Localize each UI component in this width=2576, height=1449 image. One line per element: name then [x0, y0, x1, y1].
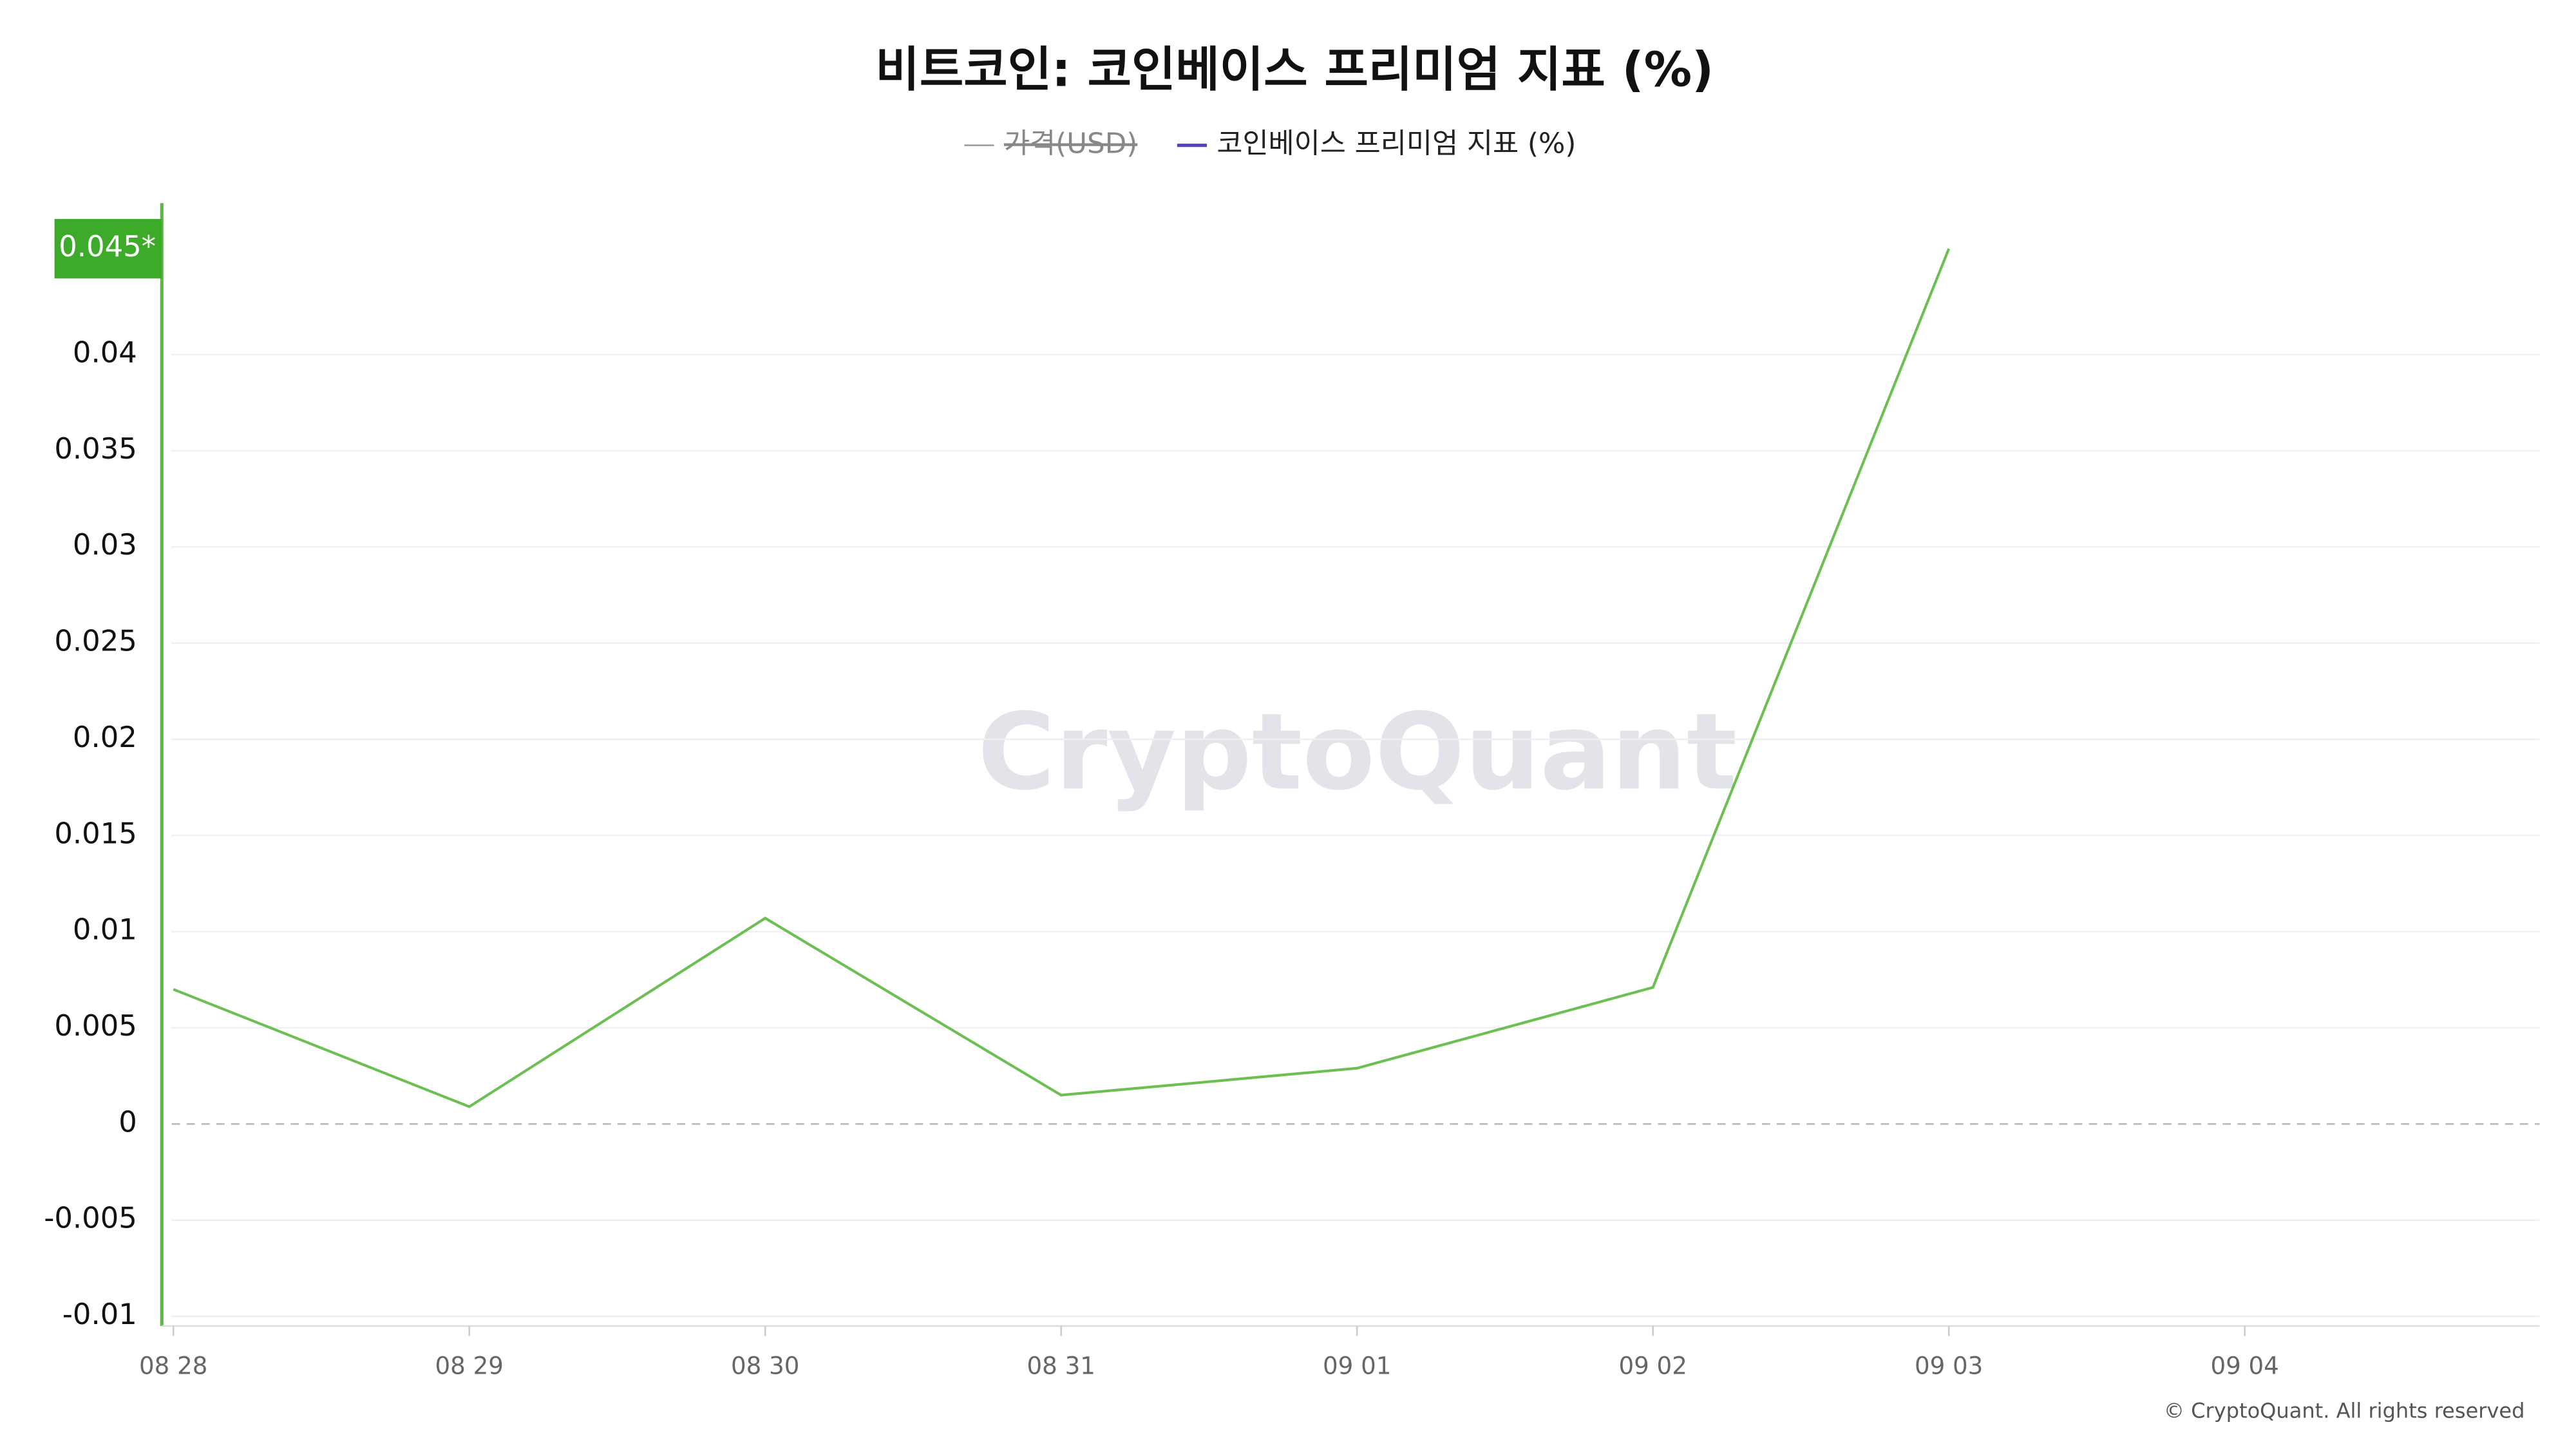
- y-tick-label: 0.025: [54, 624, 137, 658]
- legend-label: 가격(USD): [1004, 128, 1137, 160]
- y-tick-label: -0.005: [44, 1201, 137, 1235]
- y-tick-label: 0.035: [54, 431, 137, 466]
- watermark: CryptoQuant: [978, 690, 1737, 813]
- data-line: [173, 248, 1951, 1108]
- y-tick-label: 0.005: [54, 1009, 137, 1043]
- x-tick-label: 09 02: [1618, 1352, 1687, 1380]
- x-tick-label: 09 04: [2210, 1352, 2278, 1380]
- y-tick-label: 0.015: [54, 816, 137, 850]
- x-tick-label: 09 01: [1323, 1352, 1391, 1380]
- y-tick-label: 0.02: [73, 720, 137, 754]
- credit: © CryptoQuant. All rights reserved: [2164, 1398, 2525, 1423]
- y-tick-label: -0.01: [62, 1297, 137, 1331]
- x-tick-label: 08 30: [731, 1352, 799, 1380]
- y-tick-label: 0.04: [73, 336, 137, 370]
- x-tick-label: 08 29: [435, 1352, 504, 1380]
- value-badge: [54, 219, 162, 279]
- value-label: 0.045*: [59, 229, 156, 263]
- chart-title: 비트코인: 코인베이스 프리미엄 지표 (%): [875, 41, 1714, 97]
- x-tick-label: 08 28: [139, 1352, 207, 1380]
- legend-label: 코인베이스 프리미엄 지표 (%): [1217, 128, 1576, 160]
- y-tick-label: 0.03: [73, 527, 137, 562]
- y-tick-label: 0.01: [73, 913, 137, 947]
- x-tick-label: 08 31: [1027, 1352, 1095, 1380]
- y-tick-label: 0: [118, 1104, 137, 1139]
- x-tick-label: 09 03: [1915, 1352, 1983, 1380]
